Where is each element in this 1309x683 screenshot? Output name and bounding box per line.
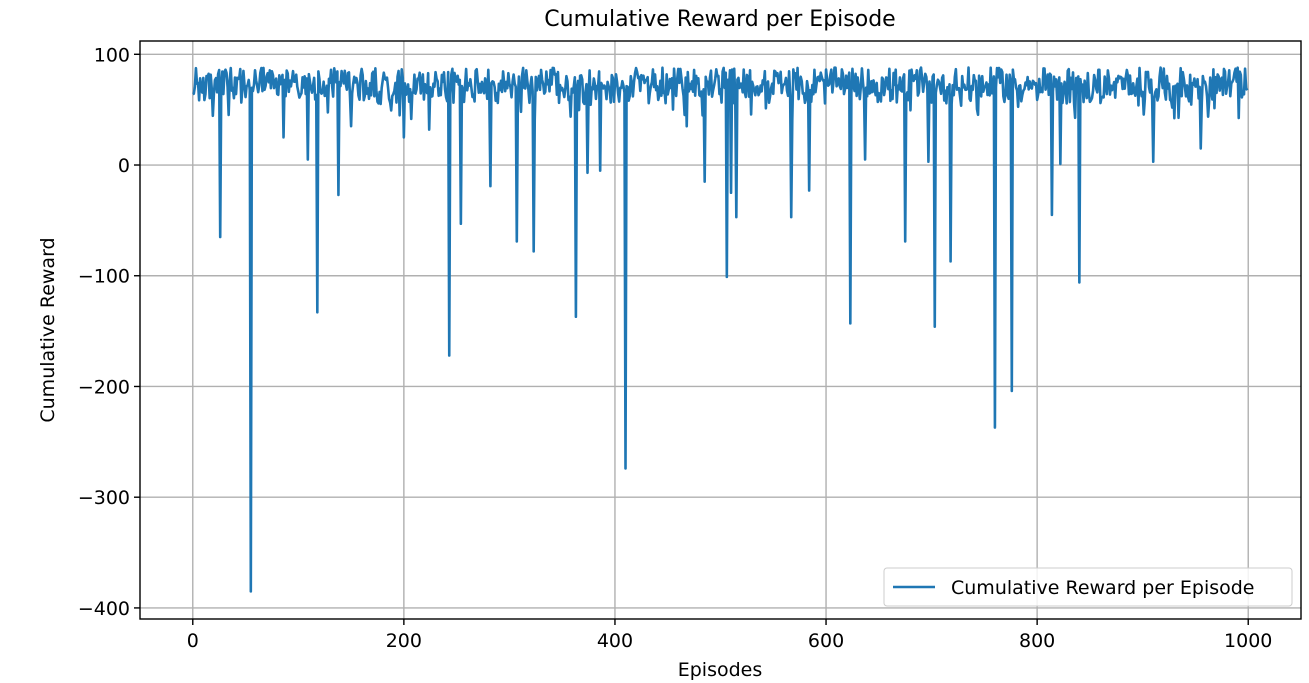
chart-title: Cumulative Reward per Episode	[544, 7, 895, 32]
x-tick-label: 600	[808, 630, 844, 652]
y-tick-label: −100	[78, 266, 130, 288]
x-tick-label: 400	[597, 630, 633, 652]
y-tick-label: 0	[118, 155, 130, 177]
series-line-layer	[192, 66, 1249, 593]
x-tick-label: 200	[386, 630, 422, 652]
y-tick-label: −200	[78, 376, 130, 398]
plot-area-frame	[139, 40, 1302, 620]
legend-label: Cumulative Reward per Episode	[951, 577, 1255, 599]
series-line-cumulative-reward	[192, 66, 1249, 593]
x-axis-label: Episodes	[678, 659, 763, 681]
legend-box	[883, 567, 1293, 607]
grid	[140, 41, 1301, 619]
y-tick-label: 100	[94, 44, 130, 66]
x-tick-label: 800	[1019, 630, 1055, 652]
x-tick-label: 0	[187, 630, 199, 652]
x-tick-label: 1000	[1224, 630, 1272, 652]
y-axis-label: Cumulative Reward	[37, 237, 59, 422]
legend: Cumulative Reward per Episode	[883, 567, 1293, 607]
y-tick-label: −400	[78, 598, 130, 620]
y-tick-label: −300	[78, 487, 130, 509]
